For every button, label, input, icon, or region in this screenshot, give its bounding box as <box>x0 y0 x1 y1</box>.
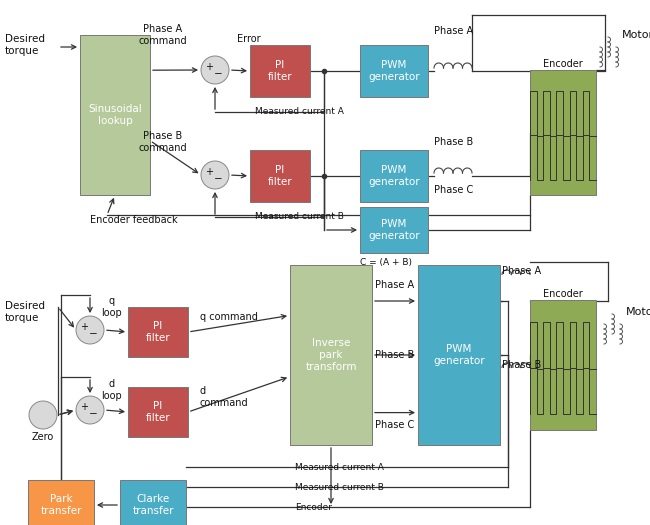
Text: Error: Error <box>237 34 261 44</box>
Bar <box>530 300 596 430</box>
Bar <box>418 265 500 445</box>
Bar <box>360 45 428 97</box>
Text: PWM
generator: PWM generator <box>368 219 420 241</box>
Text: Zero: Zero <box>32 432 54 442</box>
Text: −: − <box>214 69 222 79</box>
Text: Measured current A: Measured current A <box>255 107 344 116</box>
Circle shape <box>201 161 229 189</box>
Circle shape <box>76 316 104 344</box>
Bar <box>128 307 188 357</box>
Text: Encoder feedback: Encoder feedback <box>90 215 177 225</box>
Text: d
command: d command <box>200 386 248 408</box>
Circle shape <box>201 56 229 84</box>
Text: −: − <box>88 329 98 339</box>
Text: Phase B: Phase B <box>375 350 414 360</box>
Bar <box>120 480 186 525</box>
Bar <box>530 70 596 195</box>
Text: Phase B: Phase B <box>434 137 473 147</box>
Text: C = (A + B): C = (A + B) <box>360 258 412 268</box>
Circle shape <box>76 396 104 424</box>
Bar <box>128 387 188 437</box>
Circle shape <box>29 401 57 429</box>
Text: q
loop: q loop <box>101 296 122 318</box>
Text: Phase B
command: Phase B command <box>138 131 187 153</box>
Text: Desired
torque: Desired torque <box>5 301 45 323</box>
Text: Measured current B: Measured current B <box>295 482 384 491</box>
Text: Encoder: Encoder <box>543 289 583 299</box>
Bar <box>290 265 372 445</box>
Text: Sinusoidal
lookup: Sinusoidal lookup <box>88 104 142 126</box>
Text: +: + <box>205 62 213 72</box>
Text: Motor: Motor <box>626 307 650 317</box>
Bar <box>80 35 150 195</box>
Text: −: − <box>88 409 98 419</box>
Text: q command: q command <box>200 312 258 322</box>
Text: PI
filter: PI filter <box>268 60 293 82</box>
Text: Phase C: Phase C <box>434 185 473 195</box>
Text: +: + <box>80 322 88 332</box>
Bar <box>360 207 428 253</box>
Text: PWM
generator: PWM generator <box>433 344 485 366</box>
Text: Clarke
transfer: Clarke transfer <box>132 494 174 516</box>
Bar <box>360 150 428 202</box>
Text: PI
filter: PI filter <box>146 401 170 423</box>
Text: Phase A: Phase A <box>434 26 473 36</box>
Text: PI
filter: PI filter <box>146 321 170 343</box>
Bar <box>28 480 94 525</box>
Text: Park
transfer: Park transfer <box>40 494 82 516</box>
Text: Encoder: Encoder <box>295 502 332 511</box>
Text: Measured current A: Measured current A <box>295 463 384 471</box>
Text: +: + <box>80 402 88 412</box>
Text: Phase C: Phase C <box>375 420 414 430</box>
Text: Encoder: Encoder <box>543 59 583 69</box>
Text: Phase A: Phase A <box>375 280 414 290</box>
Text: Motor: Motor <box>622 30 650 40</box>
Text: −: − <box>214 174 222 184</box>
Text: Phase B: Phase B <box>502 360 541 370</box>
Bar <box>250 150 310 202</box>
Text: PWM
generator: PWM generator <box>368 165 420 187</box>
Text: Desired
torque: Desired torque <box>5 34 45 56</box>
Text: PWM
generator: PWM generator <box>368 60 420 82</box>
Text: d
loop: d loop <box>101 379 122 401</box>
Text: +: + <box>205 167 213 177</box>
Text: Measured current B: Measured current B <box>255 212 344 221</box>
Bar <box>250 45 310 97</box>
Text: Phase A: Phase A <box>502 266 541 276</box>
Text: Inverse
park
transform: Inverse park transform <box>306 338 357 372</box>
Text: PI
filter: PI filter <box>268 165 293 187</box>
Text: Phase A
command: Phase A command <box>138 24 187 46</box>
